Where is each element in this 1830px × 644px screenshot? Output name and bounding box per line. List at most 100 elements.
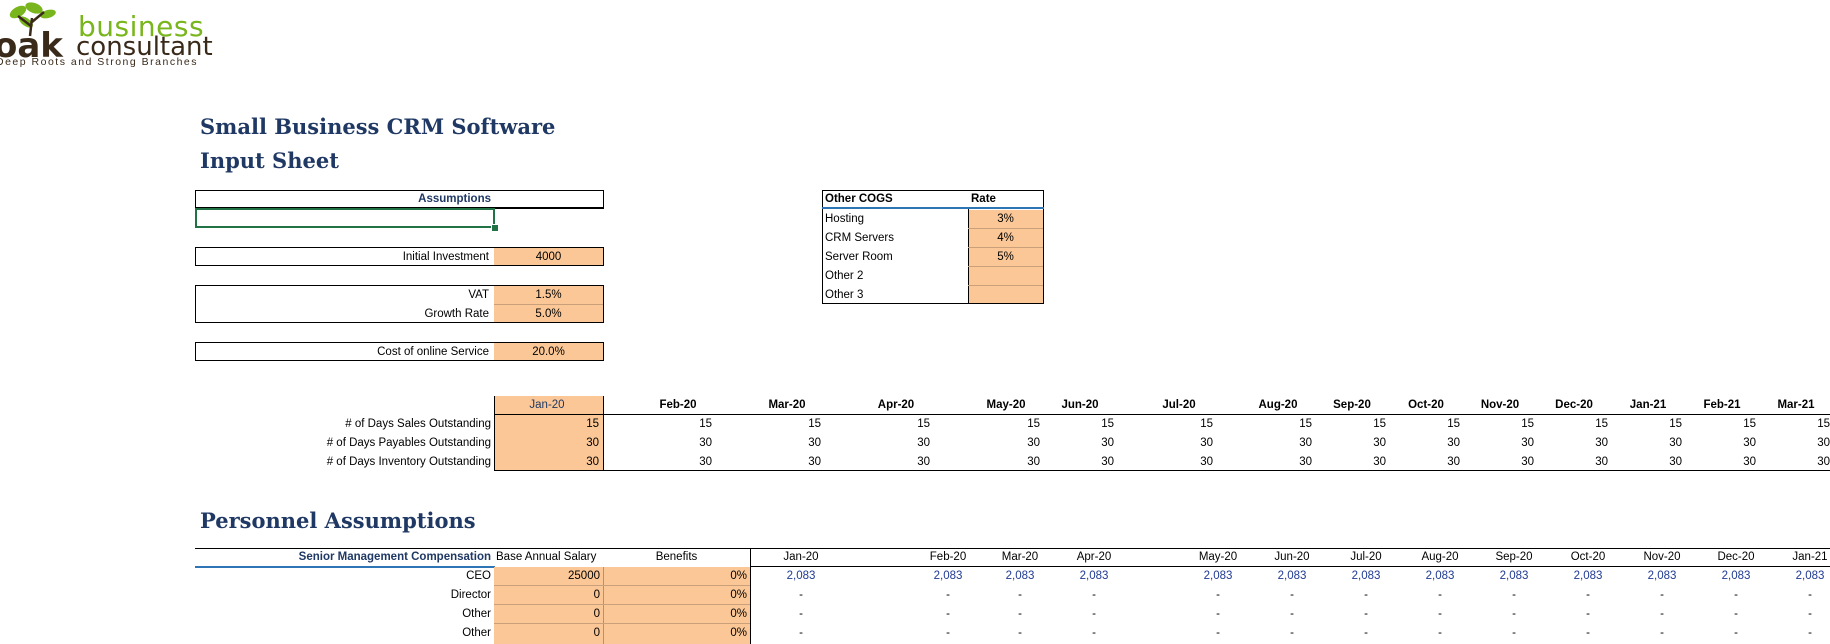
wc-cell-value: 30 [1817, 437, 1830, 449]
personnel-monthly-value: 2,083 [933, 570, 963, 582]
personnel-monthly-value: 2,083 [1277, 570, 1307, 582]
personnel-monthly-value: - [1808, 608, 1812, 620]
personnel-month-header: Feb-20 [929, 551, 967, 563]
vat-value[interactable]: 1.5% [535, 289, 562, 301]
personnel-monthly-value: - [1734, 589, 1738, 601]
wc-cell-value: 30 [1595, 456, 1608, 468]
wc-cell-value: 30 [1447, 437, 1460, 449]
cogs-row-divider [968, 266, 1043, 267]
personnel-header-salary: Base Annual Salary [496, 551, 597, 563]
personnel-benefits-value[interactable]: 0% [730, 589, 747, 601]
personnel-header-benefits: Benefits [655, 551, 698, 563]
personnel-monthly-value: 2,083 [1499, 570, 1529, 582]
cogs-row-name: CRM Servers [825, 232, 895, 244]
wc-row-label: # of Days Payables Outstanding [326, 437, 491, 449]
wc-cell-value: 15 [1101, 418, 1114, 430]
wc-cell-value: 30 [1669, 437, 1682, 449]
wc-cell-value: 30 [1299, 456, 1312, 468]
personnel-benefits-value[interactable]: 0% [730, 570, 747, 582]
wc-row-label: # of Days Inventory Outstanding [326, 456, 491, 468]
sheet-title: Small Business CRM Software [200, 114, 556, 139]
personnel-monthly-value: - [1018, 608, 1022, 620]
personnel-monthly-value: 2,083 [1795, 570, 1825, 582]
wc-cell-value: 30 [1027, 437, 1040, 449]
tree-leaves-icon [9, 2, 56, 37]
wc-cell-value[interactable]: 30 [586, 437, 599, 449]
company-logo: oak business consultant Deep Roots and S… [0, 0, 213, 72]
personnel-monthly-value: - [1216, 608, 1220, 620]
cogs-row-name: Server Room [825, 251, 893, 263]
personnel-monthly-value: - [946, 608, 950, 620]
wc-cell-value[interactable]: 30 [586, 456, 599, 468]
personnel-monthly-value: - [799, 627, 803, 639]
fill-handle[interactable] [491, 224, 499, 232]
personnel-month-header: Jan-20 [783, 551, 819, 563]
cogs-row-rate[interactable]: 5% [997, 251, 1014, 263]
personnel-monthly-value: - [1216, 589, 1220, 601]
personnel-monthly-value: - [1290, 589, 1294, 601]
growth-rate-label: Growth Rate [424, 308, 489, 320]
rates-box [195, 285, 604, 323]
wc-cell-value: 30 [1200, 437, 1213, 449]
personnel-monthly-value: - [1092, 627, 1096, 639]
logo-consultant-text: consultant [76, 32, 213, 62]
wc-cell-value: 15 [808, 418, 821, 430]
personnel-monthly-value: - [1438, 627, 1442, 639]
cogs-row-rate[interactable]: 3% [997, 213, 1014, 225]
personnel-monthly-value: - [1364, 608, 1368, 620]
vat-label: VAT [468, 289, 489, 301]
personnel-salary-value[interactable]: 0 [593, 608, 600, 620]
selected-cell[interactable] [195, 208, 495, 228]
cogs-row-rate[interactable] [968, 286, 1043, 304]
wc-cell-value: 30 [1027, 456, 1040, 468]
wc-cell-value: 30 [699, 437, 712, 449]
personnel-salary-value[interactable]: 25000 [568, 570, 600, 582]
personnel-month-header: Jul-20 [1350, 551, 1382, 563]
growth-rate-value[interactable]: 5.0% [535, 308, 562, 320]
online-service-cell[interactable] [494, 343, 603, 360]
personnel-monthly-value: 2,083 [786, 570, 816, 582]
wc-cell-value: 30 [1200, 456, 1213, 468]
personnel-monthly-value: - [1092, 608, 1096, 620]
personnel-header-label: Senior Management Compensation [298, 551, 491, 563]
wc-month-header: Mar-21 [1777, 399, 1815, 411]
initial-investment-box [195, 247, 604, 266]
wc-month-header: Mar-20 [768, 399, 806, 411]
online-service-value[interactable]: 20.0% [532, 346, 565, 358]
personnel-monthly-value: - [1438, 608, 1442, 620]
personnel-benefits-value[interactable]: 0% [730, 608, 747, 620]
logo-oak-text: oak [0, 26, 63, 66]
personnel-monthly-value: - [1512, 589, 1516, 601]
wc-cell-value: 30 [917, 437, 930, 449]
initial-investment-cell[interactable] [494, 248, 603, 265]
online-service-box [195, 342, 604, 361]
initial-investment-value[interactable]: 4000 [535, 251, 562, 263]
personnel-monthly-value: - [1290, 627, 1294, 639]
cogs-row-rate[interactable]: 4% [997, 232, 1014, 244]
cogs-row-divider [968, 228, 1043, 229]
wc-month-header: Oct-20 [1408, 399, 1444, 411]
personnel-monthly-value: - [1586, 608, 1590, 620]
wc-cell-value[interactable]: 15 [586, 418, 599, 430]
personnel-salary-value[interactable]: 0 [593, 589, 600, 601]
wc-month-header: Apr-20 [877, 399, 915, 411]
wc-cell-value: 30 [1299, 437, 1312, 449]
wc-cell-value: 30 [808, 437, 821, 449]
personnel-monthly-value: - [799, 608, 803, 620]
personnel-row-divider [494, 585, 750, 586]
wc-month-header: Feb-21 [1703, 399, 1741, 411]
personnel-monthly-value: - [1290, 608, 1294, 620]
cogs-row-name: Other 2 [825, 270, 864, 282]
personnel-benefits-value[interactable]: 0% [730, 627, 747, 639]
personnel-salary-value[interactable]: 0 [593, 627, 600, 639]
personnel-monthly-value: - [1438, 589, 1442, 601]
personnel-month-header: Aug-20 [1421, 551, 1459, 563]
wc-cell-value: 30 [1743, 456, 1756, 468]
cogs-row-rate[interactable] [968, 267, 1043, 285]
personnel-month-header: Jan-21 [1792, 551, 1828, 563]
wc-month-header: Jul-20 [1162, 399, 1196, 411]
personnel-monthly-value: - [1586, 589, 1590, 601]
cogs-rate-cells [968, 210, 1043, 303]
wc-first-month-cells [494, 396, 603, 470]
wc-month-header: May-20 [986, 399, 1026, 411]
